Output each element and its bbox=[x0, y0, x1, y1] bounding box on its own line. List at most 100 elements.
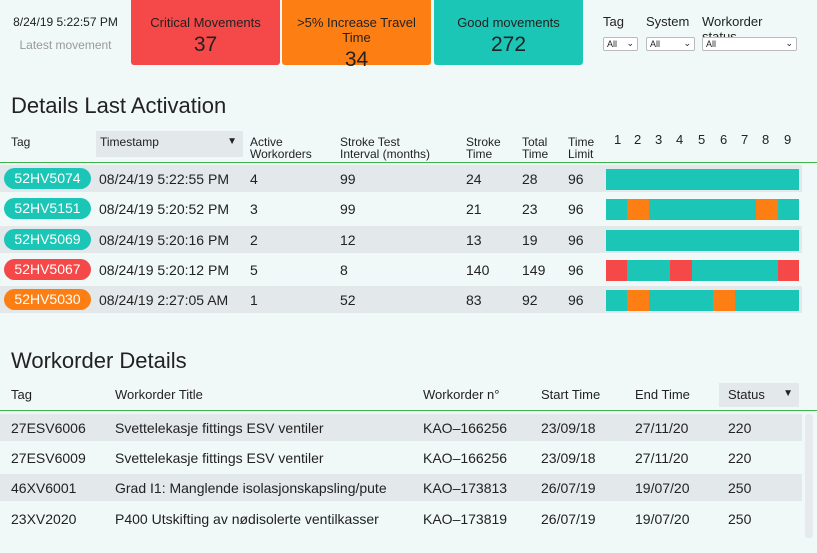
active-workorders-cell: 4 bbox=[250, 171, 258, 187]
bar-segment bbox=[777, 260, 799, 281]
wo-number-cell: KAO–166256 bbox=[423, 420, 508, 436]
travel-time-increase-card[interactable]: >5% Increase Travel Time 34 bbox=[282, 0, 431, 71]
interval-cell: 99 bbox=[340, 171, 356, 187]
table-row[interactable]: 52HV5030 08/24/19 2:27:05 AM 1 52 83 92 … bbox=[0, 286, 802, 313]
tag-badge[interactable]: 52HV5074 bbox=[4, 168, 91, 189]
sort-desc-icon: ▼ bbox=[227, 136, 237, 147]
wo-tag-cell: 27ESV6006 bbox=[11, 420, 86, 436]
wo-col-header-title[interactable]: Workorder Title bbox=[115, 387, 203, 402]
tag-filter-value: All bbox=[607, 39, 618, 49]
timestamp-cell: 08/24/19 2:27:05 AM bbox=[99, 292, 229, 308]
bar-segment bbox=[606, 169, 799, 190]
table-row[interactable]: 52HV5151 08/24/19 5:20:52 PM 3 99 21 23 … bbox=[0, 195, 802, 222]
wo-col-header-number[interactable]: Workorder n° bbox=[423, 387, 500, 402]
tag-badge[interactable]: 52HV5151 bbox=[4, 198, 91, 219]
system-filter-value: All bbox=[650, 39, 661, 49]
wo-end-cell: 19/07/20 bbox=[635, 511, 690, 527]
table-row[interactable]: 46XV6001 Grad I1: Manglende isolasjonska… bbox=[0, 474, 802, 501]
wo-title-cell: Grad I1: Manglende isolasjonskapsling/pu… bbox=[115, 480, 387, 496]
stroke-time-cell: 140 bbox=[466, 262, 490, 278]
bar-step-label: 4 bbox=[676, 132, 684, 147]
wo-number-cell: KAO–166256 bbox=[423, 450, 508, 466]
workorder-status-filter-value: All bbox=[706, 39, 717, 49]
workorder-section-title: Workorder Details bbox=[11, 348, 187, 373]
col-header-timestamp-label: Timestamp bbox=[100, 135, 159, 149]
time-limit-cell: 96 bbox=[568, 262, 584, 278]
tag-badge[interactable]: 52HV5067 bbox=[4, 259, 91, 280]
movement-history-bar bbox=[606, 169, 799, 190]
bar-segment bbox=[606, 199, 628, 220]
col-header-timestamp[interactable]: Timestamp ▼ bbox=[96, 131, 243, 157]
timestamp-cell: 08/24/19 5:20:52 PM bbox=[99, 201, 229, 217]
bar-step-label: 3 bbox=[655, 132, 663, 147]
workorder-status-filter-select[interactable]: All ⌄ bbox=[702, 37, 797, 51]
wo-status-cell: 220 bbox=[728, 450, 752, 466]
total-time-cell: 149 bbox=[522, 262, 546, 278]
tag-filter-select[interactable]: All ⌄ bbox=[603, 37, 638, 51]
timestamp-cell: 08/24/19 5:20:12 PM bbox=[99, 262, 229, 278]
critical-movements-card[interactable]: Critical Movements 37 bbox=[131, 0, 280, 65]
col-header-line: Stroke bbox=[466, 135, 501, 149]
system-filter: System All ⌄ bbox=[646, 14, 695, 51]
bar-segment bbox=[648, 199, 757, 220]
bar-segment bbox=[606, 260, 628, 281]
workorder-scrollbar[interactable] bbox=[805, 414, 813, 538]
bar-segment bbox=[713, 290, 735, 311]
total-time-cell: 92 bbox=[522, 292, 538, 308]
wo-start-cell: 23/09/18 bbox=[541, 450, 596, 466]
wo-col-header-tag[interactable]: Tag bbox=[11, 387, 32, 402]
active-workorders-cell: 3 bbox=[250, 201, 258, 217]
card-title: Good movements bbox=[457, 15, 560, 30]
latest-movement-timestamp: 8/24/19 5:22:57 PM bbox=[13, 15, 118, 29]
col-header-line: Time bbox=[568, 135, 595, 149]
table-row[interactable]: 52HV5074 08/24/19 5:22:55 PM 4 99 24 28 … bbox=[0, 165, 802, 192]
system-filter-select[interactable]: All ⌄ bbox=[646, 37, 695, 51]
good-movements-card[interactable]: Good movements 272 bbox=[434, 0, 583, 65]
table-row[interactable]: 27ESV6009 Svettelekasje fittings ESV ven… bbox=[0, 444, 802, 471]
interval-cell: 12 bbox=[340, 232, 356, 248]
col-header-stroke-time[interactable]: Stroke Time bbox=[466, 136, 501, 160]
stroke-time-cell: 83 bbox=[466, 292, 482, 308]
stroke-time-cell: 21 bbox=[466, 201, 482, 217]
wo-col-header-status[interactable]: Status ▼ bbox=[719, 383, 799, 407]
wo-col-header-start[interactable]: Start Time bbox=[541, 387, 601, 402]
interval-cell: 8 bbox=[340, 262, 348, 278]
col-header-time-limit[interactable]: Time Limit bbox=[568, 136, 594, 160]
tag-badge[interactable]: 52HV5069 bbox=[4, 229, 91, 250]
movement-history-bar bbox=[606, 230, 799, 251]
bar-segment bbox=[691, 260, 778, 281]
col-header-line: Interval (months) bbox=[340, 147, 431, 161]
col-header-line: Workorders bbox=[250, 147, 312, 161]
tag-badge[interactable]: 52HV5030 bbox=[4, 289, 91, 310]
total-time-cell: 19 bbox=[522, 232, 538, 248]
wo-start-cell: 26/07/19 bbox=[541, 480, 596, 496]
bar-segment bbox=[670, 260, 692, 281]
wo-tag-cell: 27ESV6009 bbox=[11, 450, 86, 466]
total-time-cell: 28 bbox=[522, 171, 538, 187]
col-header-line: Time bbox=[522, 147, 549, 161]
wo-title-cell: Svettelekasje fittings ESV ventiler bbox=[115, 420, 324, 436]
bar-segment bbox=[756, 199, 778, 220]
system-filter-label: System bbox=[646, 14, 690, 29]
wo-end-cell: 27/11/20 bbox=[635, 420, 689, 436]
col-header-line: Limit bbox=[568, 147, 594, 161]
wo-status-cell: 220 bbox=[728, 420, 752, 436]
interval-cell: 52 bbox=[340, 292, 356, 308]
bar-segment bbox=[648, 290, 714, 311]
col-header-total-time[interactable]: Total Time bbox=[522, 136, 548, 160]
card-title: >5% Increase Travel Time bbox=[297, 15, 416, 45]
bar-segment bbox=[777, 199, 799, 220]
col-header-active-workorders[interactable]: Active Workorders bbox=[250, 136, 312, 160]
table-row[interactable]: 23XV2020 P400 Utskifting av nødisolerte … bbox=[0, 505, 802, 532]
wo-col-header-end[interactable]: End Time bbox=[635, 387, 690, 402]
bar-segment bbox=[627, 199, 649, 220]
col-header-stroke-test-interval[interactable]: Stroke Test Interval (months) bbox=[340, 136, 430, 160]
wo-start-cell: 23/09/18 bbox=[541, 420, 596, 436]
table-row[interactable]: 52HV5067 08/24/19 5:20:12 PM 5 8 140 149… bbox=[0, 256, 802, 283]
table-row[interactable]: 27ESV6006 Svettelekasje fittings ESV ven… bbox=[0, 414, 802, 441]
wo-status-cell: 250 bbox=[728, 511, 752, 527]
table-row[interactable]: 52HV5069 08/24/19 5:20:16 PM 2 12 13 19 … bbox=[0, 226, 802, 253]
activation-header-divider bbox=[0, 162, 817, 163]
col-header-tag[interactable]: Tag bbox=[11, 135, 31, 149]
bar-segment bbox=[606, 290, 628, 311]
